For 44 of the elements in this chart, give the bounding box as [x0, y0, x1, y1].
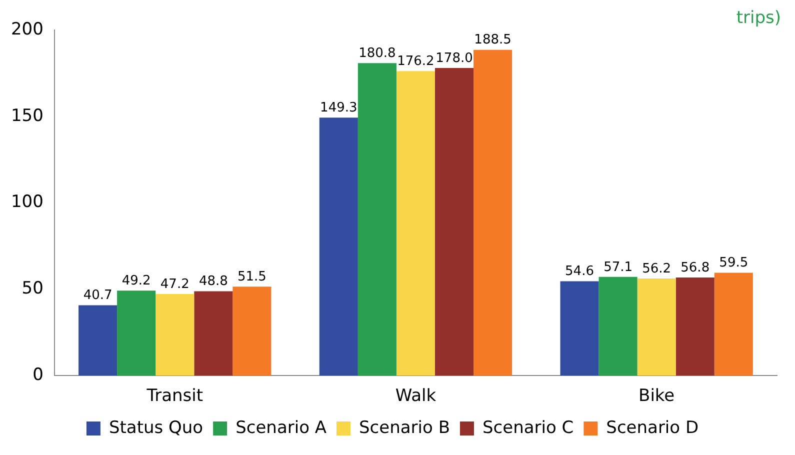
- bar: [714, 272, 753, 376]
- y-tick-label: 50: [22, 278, 44, 299]
- bar: [194, 291, 233, 376]
- y-tick-label: 150: [10, 106, 44, 126]
- data-label: 180.8: [358, 46, 396, 62]
- data-label: 56.8: [680, 260, 710, 276]
- data-label: 54.6: [565, 264, 594, 280]
- data-label: 178.0: [436, 50, 473, 66]
- x-tick-label: Transit: [146, 386, 204, 406]
- legend-label: Scenario A: [236, 418, 327, 438]
- legend-label: Scenario B: [359, 418, 450, 438]
- bar: [598, 276, 638, 376]
- x-tick-label: Bike: [638, 386, 675, 406]
- data-label: 51.5: [237, 269, 266, 284]
- data-label: 40.7: [83, 288, 112, 304]
- y-tick-label: 100: [10, 192, 44, 212]
- data-label: 176.2: [397, 54, 434, 69]
- legend-label: Scenario C: [482, 418, 574, 438]
- bar: [78, 305, 118, 376]
- data-label: 56.2: [642, 261, 672, 276]
- data-label: 188.5: [474, 32, 512, 48]
- bar: [396, 71, 435, 376]
- x-tick-label: Walk: [395, 386, 436, 406]
- bar: [474, 50, 512, 376]
- bar: [117, 290, 156, 376]
- bar: [637, 278, 676, 376]
- bar: [232, 286, 272, 376]
- bar: [358, 63, 396, 376]
- text: trips): [736, 8, 781, 28]
- data-label: 48.8: [198, 274, 228, 290]
- data-label: 57.1: [604, 260, 633, 275]
- y-tick-label: 200: [10, 19, 44, 40]
- legend-label: Scenario D: [606, 418, 699, 438]
- data-label: 149.3: [320, 100, 358, 116]
- bar: [156, 294, 194, 376]
- bar: [560, 281, 599, 376]
- data-label: 59.5: [719, 256, 748, 271]
- legend-label: Status Quo: [108, 418, 204, 438]
- bar: [676, 277, 714, 376]
- bar: [434, 68, 474, 376]
- y-tick-label: 0: [32, 365, 44, 386]
- data-label: 47.2: [160, 276, 190, 292]
- data-label: 49.2: [122, 273, 151, 288]
- bar: [319, 118, 358, 376]
